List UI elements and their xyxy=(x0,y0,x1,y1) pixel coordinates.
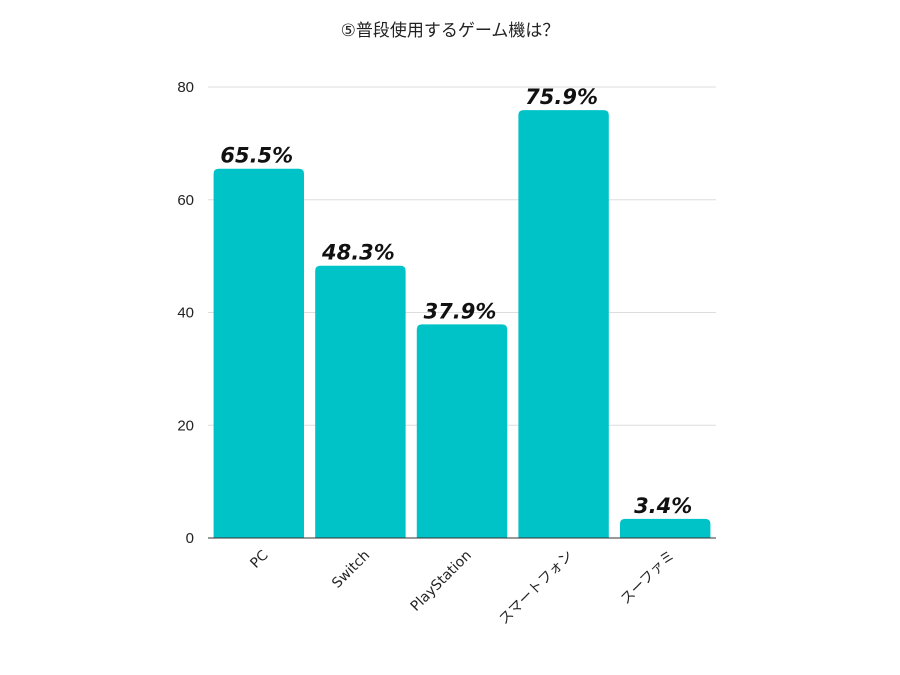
bar-2 xyxy=(315,265,406,538)
data-label: 3.4% xyxy=(634,494,692,518)
x-axis-ticks: PC Switch PlayStation スマートフォン スーファミ xyxy=(247,547,678,627)
x-tick-label: PC xyxy=(247,547,271,571)
data-label: 65.5% xyxy=(220,144,293,168)
data-label: 48.3% xyxy=(321,241,395,265)
data-label: 37.9% xyxy=(424,299,497,323)
x-tick-label: スマートフォン xyxy=(496,548,576,628)
x-tick-label: PlayStation xyxy=(408,548,475,615)
y-tick-label: 80 xyxy=(177,79,194,96)
bar-5 xyxy=(619,518,711,538)
bars xyxy=(213,110,711,539)
y-tick-label: 20 xyxy=(177,417,194,434)
y-tick-label: 60 xyxy=(177,192,194,209)
data-labels: 65.5% 48.3% 37.9% 75.9% 3.4% xyxy=(220,85,692,518)
bar-4 xyxy=(518,110,609,539)
bar-1 xyxy=(213,168,305,538)
y-tick-label: 0 xyxy=(186,530,194,547)
x-tick-label: スーファミ xyxy=(618,548,678,608)
data-label: 75.9% xyxy=(525,85,598,109)
y-axis-ticks: 0 20 40 60 80 xyxy=(177,79,194,547)
bar-3 xyxy=(416,324,508,538)
x-tick-label: Switch xyxy=(329,548,373,592)
y-tick-label: 40 xyxy=(177,305,194,322)
chart-title: ⑤普段使用するゲーム機は？ xyxy=(341,20,560,41)
